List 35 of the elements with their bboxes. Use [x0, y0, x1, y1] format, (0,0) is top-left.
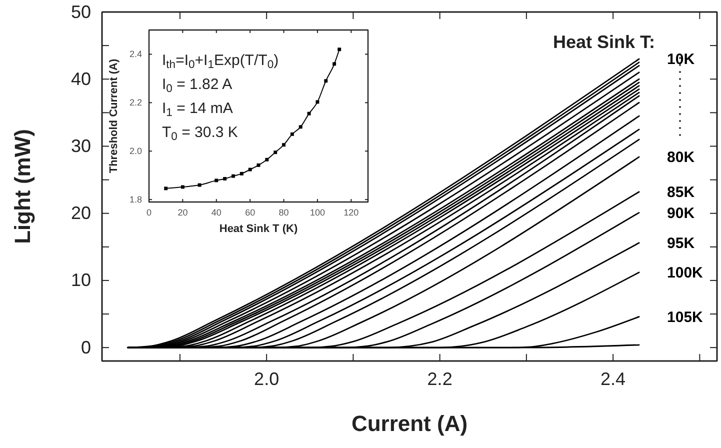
x-tick-label: 120 — [344, 207, 359, 218]
series-label: 85K — [667, 184, 695, 202]
y-tick-label: 2.0 — [129, 146, 142, 156]
x-tick-label: 100 — [310, 207, 325, 218]
text: I$_{th}$=I$_{0}$+I$_{1}$Exp(T/T$_{0}$) — [162, 52, 279, 72]
x-tick-label: 80 — [278, 207, 289, 218]
x-tick-label: 40 — [211, 207, 222, 218]
series-label: 95K — [667, 235, 695, 252]
y-tick-label: 2.2 — [129, 98, 142, 108]
x-tick-label: 2.0 — [254, 368, 280, 389]
series-label: 90K — [667, 204, 695, 222]
x-axis-title: Heat Sink T (K) — [219, 223, 298, 235]
y-tick-label: 10 — [70, 270, 91, 290]
series-label: 10K — [667, 51, 695, 68]
annotation: T$_{0}$ = 30.3 K — [162, 124, 238, 144]
y-tick-label: 0 — [80, 337, 91, 358]
x-axis-title: Current (A) — [351, 411, 468, 436]
x-tick-label: 2.2 — [427, 368, 452, 389]
y-tick-label: 2.4 — [129, 49, 142, 60]
x-tick-label: 60 — [245, 207, 256, 218]
series-label: 100K — [667, 264, 704, 282]
y-axis-title: Threshold Current (A) — [108, 58, 120, 174]
series-label: 80K — [667, 149, 695, 166]
x-tick-label: 2.4 — [600, 368, 626, 389]
series-label: 105K — [667, 308, 704, 326]
y-tick-label: 30 — [70, 136, 91, 156]
x-tick-label: 0 — [146, 207, 152, 218]
y-tick-label: 50 — [70, 2, 91, 22]
annotation: I$_{1}$ = 14 mA — [162, 100, 233, 120]
y-tick-label: 1.8 — [129, 194, 142, 204]
y-tick-label: 40 — [70, 68, 91, 89]
y-axis-title: Light (mW) — [10, 129, 35, 244]
x-tick-label: 20 — [178, 207, 188, 218]
annotation: I$_{0}$ = 1.82 A — [162, 76, 232, 96]
annotation: Heat Sink T: — [552, 32, 655, 52]
